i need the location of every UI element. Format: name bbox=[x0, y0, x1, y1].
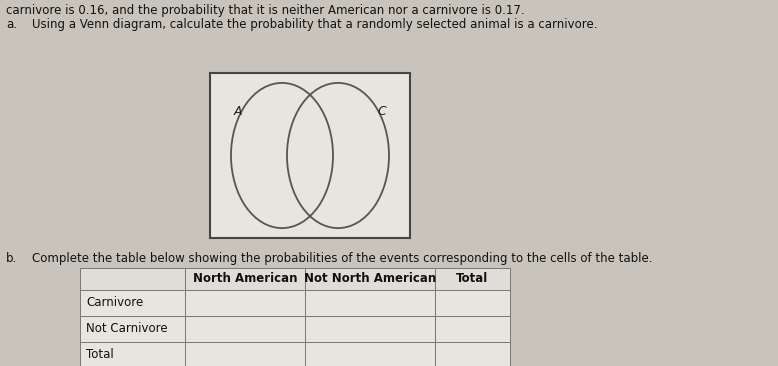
Bar bbox=[185, 316, 305, 342]
Text: Not Carnivore: Not Carnivore bbox=[86, 322, 167, 336]
Bar bbox=[185, 342, 305, 366]
Bar bbox=[80, 316, 185, 342]
Bar bbox=[435, 342, 510, 366]
Text: a.: a. bbox=[6, 18, 17, 31]
Bar bbox=[305, 342, 435, 366]
Bar bbox=[185, 290, 305, 316]
Bar bbox=[305, 290, 435, 316]
Text: C: C bbox=[377, 105, 386, 119]
Text: b.: b. bbox=[6, 252, 17, 265]
Text: Total: Total bbox=[86, 348, 114, 362]
Text: Not North American: Not North American bbox=[304, 273, 436, 285]
Bar bbox=[80, 268, 185, 290]
Bar bbox=[435, 316, 510, 342]
Text: Complete the table below showing the probabilities of the events corresponding t: Complete the table below showing the pro… bbox=[32, 252, 653, 265]
Bar bbox=[185, 268, 305, 290]
Text: A: A bbox=[234, 105, 243, 119]
Text: Total: Total bbox=[457, 273, 489, 285]
Text: Carnivore: Carnivore bbox=[86, 296, 143, 310]
Bar bbox=[435, 290, 510, 316]
Bar bbox=[435, 268, 510, 290]
Text: carnivore is 0.16, and the probability that it is neither American nor a carnivo: carnivore is 0.16, and the probability t… bbox=[6, 4, 524, 17]
Text: Using a Venn diagram, calculate the probability that a randomly selected animal : Using a Venn diagram, calculate the prob… bbox=[32, 18, 598, 31]
Bar bbox=[80, 290, 185, 316]
Bar bbox=[210, 73, 410, 238]
Text: North American: North American bbox=[193, 273, 297, 285]
Bar bbox=[80, 342, 185, 366]
Bar bbox=[305, 316, 435, 342]
Bar bbox=[305, 268, 435, 290]
